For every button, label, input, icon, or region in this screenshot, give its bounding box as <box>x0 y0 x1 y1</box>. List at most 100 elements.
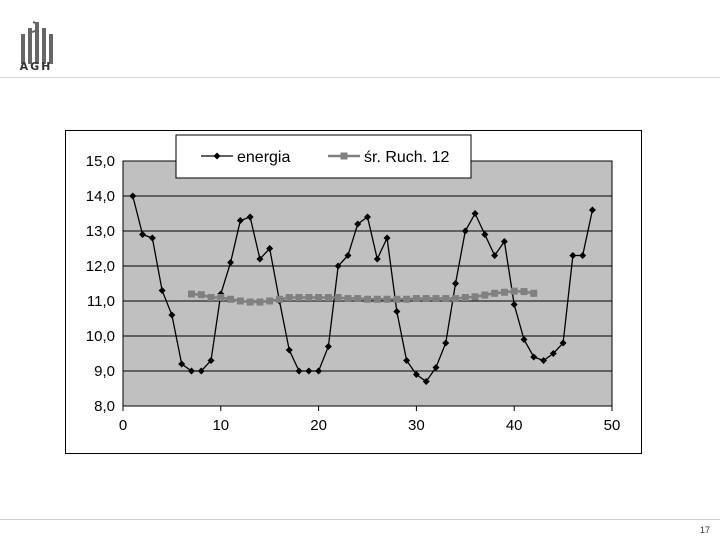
data-point-ruch <box>393 295 401 303</box>
data-point-ruch <box>461 294 469 301</box>
legend-label-ruch: śr. Ruch. 12 <box>364 149 449 166</box>
data-point-ruch <box>452 295 460 303</box>
legend-marker-energia <box>213 152 221 160</box>
data-point-energia <box>344 252 352 259</box>
data-point-energia <box>197 367 205 375</box>
legend-marker-ruch <box>340 152 348 160</box>
data-point-energia <box>139 231 147 238</box>
data-point-energia <box>520 336 528 343</box>
data-point-energia <box>432 364 440 371</box>
data-point-ruch <box>383 295 391 303</box>
data-point-energia <box>334 262 342 270</box>
data-point-energia <box>315 367 323 375</box>
data-point-energia <box>393 308 401 315</box>
data-point-ruch <box>481 291 489 299</box>
data-point-energia <box>354 220 362 228</box>
data-point-energia <box>373 255 381 263</box>
data-point-ruch <box>324 294 332 301</box>
data-point-ruch <box>471 293 479 301</box>
agh-logo <box>21 21 53 64</box>
data-point-energia <box>148 234 156 242</box>
data-point-energia <box>285 346 293 354</box>
line-chart: 8,0 9,0 10,0 11,0 12,0 13,0 14,0 15,0 0 10 20 30 40 5… <box>86 134 621 434</box>
data-point-energia <box>471 210 479 217</box>
data-point-energia <box>461 227 469 235</box>
data-point-ruch <box>217 294 225 301</box>
data-point-ruch <box>197 291 205 299</box>
y-tick-label: 13,0 <box>86 223 115 240</box>
data-point-energia <box>491 252 499 259</box>
data-point-ruch <box>403 295 411 303</box>
data-point-ruch <box>236 297 244 305</box>
data-point-energia <box>383 234 391 242</box>
data-point-ruch <box>442 295 450 303</box>
x-tick-label: 10 <box>212 417 229 434</box>
data-point-energia <box>559 339 567 347</box>
x-tick-label: 40 <box>506 417 523 434</box>
data-point-ruch <box>373 295 381 303</box>
data-point-ruch <box>227 295 235 303</box>
data-point-ruch <box>520 288 528 296</box>
data-point-energia <box>452 280 460 287</box>
data-point-ruch <box>246 298 254 306</box>
data-point-ruch <box>275 295 283 303</box>
header-divider <box>0 77 720 78</box>
data-point-ruch <box>510 287 518 295</box>
x-tick-label: 20 <box>310 417 327 434</box>
legend-label-energia: energia <box>237 149 290 166</box>
data-point-ruch <box>432 295 440 303</box>
data-point-ruch <box>412 295 420 303</box>
data-point-ruch <box>500 288 508 296</box>
plot-area <box>122 160 613 407</box>
x-tick-label: 30 <box>408 417 425 434</box>
data-point-energia <box>236 217 244 224</box>
data-point-ruch <box>295 294 303 301</box>
data-point-energia <box>588 206 596 214</box>
y-tick-label: 11,0 <box>87 293 115 310</box>
y-tick-label: 12,0 <box>86 258 115 275</box>
data-point-energia <box>187 367 195 375</box>
data-point-ruch <box>491 289 499 297</box>
data-point-ruch <box>334 294 342 301</box>
footer-divider <box>0 519 720 520</box>
data-point-energia <box>364 213 371 221</box>
page-number: 17 <box>699 525 710 535</box>
data-point-ruch <box>364 295 371 303</box>
data-point-energia <box>579 252 587 259</box>
data-point-ruch <box>530 289 538 297</box>
y-tick-label: 10,0 <box>86 328 115 345</box>
data-point-energia <box>129 192 137 200</box>
data-point-ruch <box>344 295 352 303</box>
data-point-ruch <box>315 294 323 301</box>
data-point-energia <box>295 367 303 375</box>
data-point-energia <box>246 213 254 221</box>
data-point-energia <box>510 301 518 308</box>
data-point-ruch <box>266 297 274 305</box>
data-point-ruch <box>422 295 430 303</box>
data-point-energia <box>324 343 332 350</box>
data-point-energia <box>540 357 548 364</box>
data-point-energia <box>168 311 176 319</box>
y-tick-label: 15,0 <box>86 153 115 170</box>
y-tick-label: 9,0 <box>94 363 115 380</box>
x-tick-label: 0 <box>119 417 127 434</box>
x-tick-label: 50 <box>604 417 621 434</box>
data-point-energia <box>256 255 264 263</box>
data-point-ruch <box>187 290 195 298</box>
data-point-energia <box>442 339 450 347</box>
data-point-energia <box>549 350 557 357</box>
data-point-energia <box>305 367 313 375</box>
data-point-energia <box>530 353 538 361</box>
logo-text: AGH <box>19 60 53 73</box>
data-point-ruch <box>256 298 264 306</box>
data-point-ruch <box>207 294 215 301</box>
data-point-ruch <box>285 294 293 301</box>
data-point-energia <box>403 357 411 364</box>
data-point-energia <box>266 245 274 252</box>
data-point-ruch <box>305 294 313 301</box>
data-point-energia <box>500 238 508 245</box>
chart-frame: 8,0 9,0 10,0 11,0 12,0 13,0 14,0 15,0 0 10 20 30 40 5… <box>65 130 642 454</box>
data-point-energia <box>227 259 235 266</box>
data-point-energia <box>422 378 430 385</box>
data-point-energia <box>178 360 186 368</box>
